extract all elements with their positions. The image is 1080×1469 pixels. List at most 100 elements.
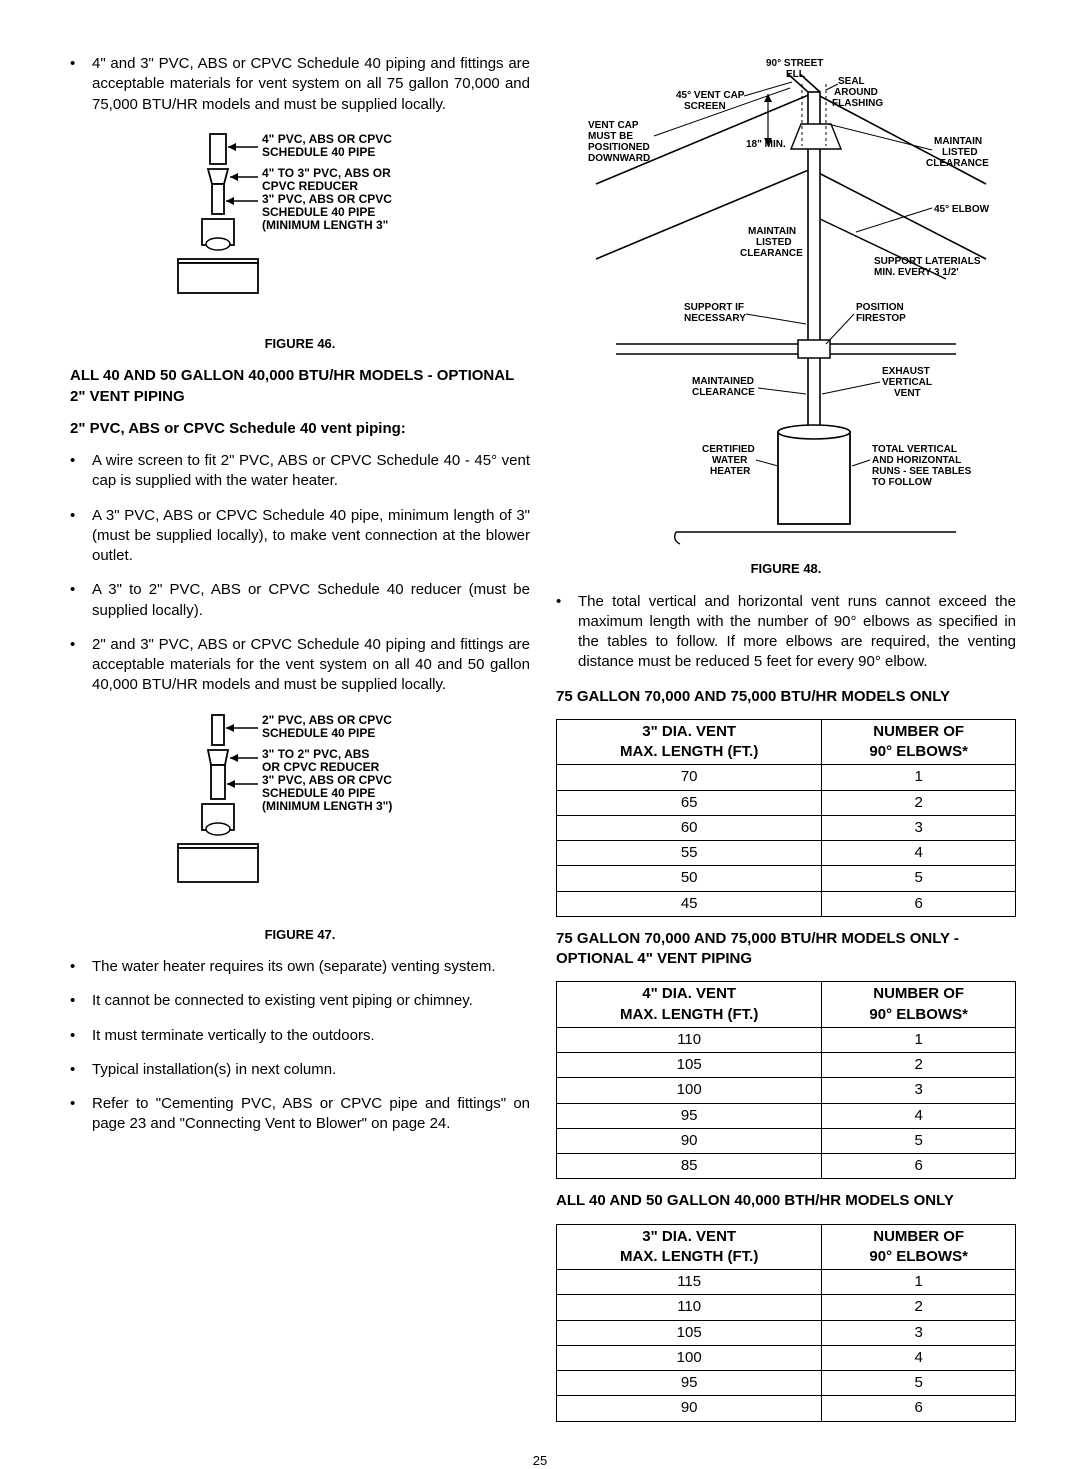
table-cell: 50 bbox=[557, 866, 822, 891]
svg-text:CERTIFIED: CERTIFIED bbox=[702, 444, 755, 455]
table-row: 603 bbox=[557, 815, 1016, 840]
svg-text:HEATER: HEATER bbox=[710, 466, 751, 477]
figure-48-diagram: 90° STREET ELL 45° VENT CAP SCREEN SEAL … bbox=[556, 54, 1016, 554]
table-row: 1004 bbox=[557, 1345, 1016, 1370]
svg-text:MUST BE: MUST BE bbox=[588, 131, 633, 142]
table-cell: 90 bbox=[557, 1396, 822, 1421]
svg-text:SEAL: SEAL bbox=[838, 76, 865, 87]
svg-text:VENT CAP: VENT CAP bbox=[588, 120, 639, 131]
table-cell: 70 bbox=[557, 765, 822, 790]
table-cell: 2 bbox=[822, 790, 1016, 815]
table-cell: 3 bbox=[822, 1320, 1016, 1345]
svg-text:45° VENT CAP: 45° VENT CAP bbox=[676, 90, 745, 101]
table-row: 1052 bbox=[557, 1053, 1016, 1078]
intro-list: 4" and 3" PVC, ABS or CPVC Schedule 40 p… bbox=[70, 54, 530, 115]
table-row: 856 bbox=[557, 1154, 1016, 1179]
table-row: 456 bbox=[557, 891, 1016, 916]
requirements-list: A wire screen to fit 2" PVC, ABS or CPVC… bbox=[70, 451, 530, 696]
svg-text:LISTED: LISTED bbox=[756, 237, 792, 248]
svg-text:SUPPORT IF: SUPPORT IF bbox=[684, 302, 744, 313]
table-cell: 95 bbox=[557, 1371, 822, 1396]
table-row: 554 bbox=[557, 841, 1016, 866]
svg-text:SCHEDULE 40 PIPE: SCHEDULE 40 PIPE bbox=[262, 726, 375, 740]
svg-text:LISTED: LISTED bbox=[942, 147, 978, 158]
svg-text:TO FOLLOW: TO FOLLOW bbox=[872, 477, 932, 488]
table-cell: 4 bbox=[822, 1103, 1016, 1128]
table-cell: 105 bbox=[557, 1053, 822, 1078]
table-cell: 55 bbox=[557, 841, 822, 866]
table-row: 1101 bbox=[557, 1027, 1016, 1052]
list-item: Refer to "Cementing PVC, ABS or CPVC pip… bbox=[92, 1094, 530, 1135]
svg-text:FIRESTOP: FIRESTOP bbox=[856, 313, 906, 324]
svg-text:VENT: VENT bbox=[894, 388, 921, 399]
svg-text:RUNS - SEE TABLES: RUNS - SEE TABLES bbox=[872, 466, 972, 477]
svg-text:WATER: WATER bbox=[712, 455, 748, 466]
svg-text:CLEARANCE: CLEARANCE bbox=[740, 248, 803, 259]
svg-text:4" PVC, ABS OR CPVC: 4" PVC, ABS OR CPVC bbox=[262, 132, 392, 146]
table-header: 4" DIA. VENTMAX. LENGTH (FT.) bbox=[557, 982, 822, 1028]
list-item: The total vertical and horizontal vent r… bbox=[578, 592, 1016, 673]
table-row: 505 bbox=[557, 866, 1016, 891]
table1-body: 701652603554505456 bbox=[557, 765, 1016, 917]
table-row: 1151 bbox=[557, 1270, 1016, 1295]
list-item: A 3" to 2" PVC, ABS or CPVC Schedule 40 … bbox=[92, 580, 530, 621]
table-header: NUMBER OF90° ELBOWS* bbox=[822, 1224, 1016, 1270]
svg-text:3" PVC, ABS OR CPVC: 3" PVC, ABS OR CPVC bbox=[262, 192, 392, 206]
figure-47-caption: FIGURE 47. bbox=[70, 926, 530, 944]
svg-text:EXHAUST: EXHAUST bbox=[882, 366, 930, 377]
table-cell: 5 bbox=[822, 1371, 1016, 1396]
svg-text:ELL: ELL bbox=[786, 69, 805, 80]
list-item: Typical installation(s) in next column. bbox=[92, 1060, 336, 1080]
table-cell: 6 bbox=[822, 891, 1016, 916]
left-column: 4" and 3" PVC, ABS or CPVC Schedule 40 p… bbox=[70, 54, 530, 1434]
table2-body: 110110521003954905856 bbox=[557, 1027, 1016, 1179]
svg-text:MAINTAIN: MAINTAIN bbox=[748, 226, 796, 237]
svg-text:(MINIMUM LENGTH 3": (MINIMUM LENGTH 3" bbox=[262, 218, 388, 232]
section-header-piping: 2" PVC, ABS or CPVC Schedule 40 vent pip… bbox=[70, 419, 530, 439]
svg-text:90° STREET: 90° STREET bbox=[766, 58, 823, 69]
table-header: 3" DIA. VENTMAX. LENGTH (FT.) bbox=[557, 1224, 822, 1270]
table-row: 1053 bbox=[557, 1320, 1016, 1345]
table-row: 905 bbox=[557, 1128, 1016, 1153]
table-cell: 85 bbox=[557, 1154, 822, 1179]
intro-bullet: 4" and 3" PVC, ABS or CPVC Schedule 40 p… bbox=[92, 54, 530, 115]
table-row: 652 bbox=[557, 790, 1016, 815]
table-row: 1102 bbox=[557, 1295, 1016, 1320]
table-row: 906 bbox=[557, 1396, 1016, 1421]
svg-text:2" PVC, ABS OR CPVC: 2" PVC, ABS OR CPVC bbox=[262, 713, 392, 727]
svg-text:3" TO 2" PVC, ABS: 3" TO 2" PVC, ABS bbox=[262, 747, 369, 761]
table-header: NUMBER OF90° ELBOWS* bbox=[822, 719, 1016, 765]
table-cell: 2 bbox=[822, 1295, 1016, 1320]
vent-table-1: 3" DIA. VENTMAX. LENGTH (FT.) NUMBER OF9… bbox=[556, 719, 1016, 917]
svg-text:MAINTAIN: MAINTAIN bbox=[934, 136, 982, 147]
table-cell: 3 bbox=[822, 815, 1016, 840]
list-item: A 3" PVC, ABS or CPVC Schedule 40 pipe, … bbox=[92, 506, 530, 567]
svg-text:MAINTAINED: MAINTAINED bbox=[692, 376, 754, 387]
svg-text:POSITION: POSITION bbox=[856, 302, 904, 313]
svg-text:OR CPVC REDUCER: OR CPVC REDUCER bbox=[262, 760, 380, 774]
table1-title: 75 GALLON 70,000 AND 75,000 BTU/HR MODEL… bbox=[556, 687, 1016, 707]
list-item: A wire screen to fit 2" PVC, ABS or CPVC… bbox=[92, 451, 530, 492]
svg-text:3" PVC, ABS OR CPVC: 3" PVC, ABS OR CPVC bbox=[262, 773, 392, 787]
table-cell: 3 bbox=[822, 1078, 1016, 1103]
table-cell: 95 bbox=[557, 1103, 822, 1128]
table-row: 701 bbox=[557, 765, 1016, 790]
svg-text:NECESSARY: NECESSARY bbox=[684, 313, 746, 324]
svg-text:MIN. EVERY 3 1/2': MIN. EVERY 3 1/2' bbox=[874, 267, 959, 278]
table-cell: 110 bbox=[557, 1027, 822, 1052]
vent-table-3: 3" DIA. VENTMAX. LENGTH (FT.) NUMBER OF9… bbox=[556, 1224, 1016, 1422]
svg-text:SUPPORT LATERIALS: SUPPORT LATERIALS bbox=[874, 256, 981, 267]
svg-text:FLASHING: FLASHING bbox=[832, 98, 883, 109]
right-column: 90° STREET ELL 45° VENT CAP SCREEN SEAL … bbox=[556, 54, 1016, 1434]
svg-text:(MINIMUM LENGTH 3"): (MINIMUM LENGTH 3") bbox=[262, 799, 392, 813]
svg-text:4" TO 3" PVC, ABS OR: 4" TO 3" PVC, ABS OR bbox=[262, 166, 391, 180]
svg-text:AND HORIZONTAL: AND HORIZONTAL bbox=[872, 455, 961, 466]
table-cell: 5 bbox=[822, 866, 1016, 891]
table-cell: 1 bbox=[822, 1027, 1016, 1052]
vent-table-2: 4" DIA. VENTMAX. LENGTH (FT.) NUMBER OF9… bbox=[556, 981, 1016, 1179]
svg-text:CPVC REDUCER: CPVC REDUCER bbox=[262, 179, 358, 193]
table-header: NUMBER OF90° ELBOWS* bbox=[822, 982, 1016, 1028]
list-item: It cannot be connected to existing vent … bbox=[92, 991, 473, 1011]
table-cell: 105 bbox=[557, 1320, 822, 1345]
table-cell: 4 bbox=[822, 1345, 1016, 1370]
